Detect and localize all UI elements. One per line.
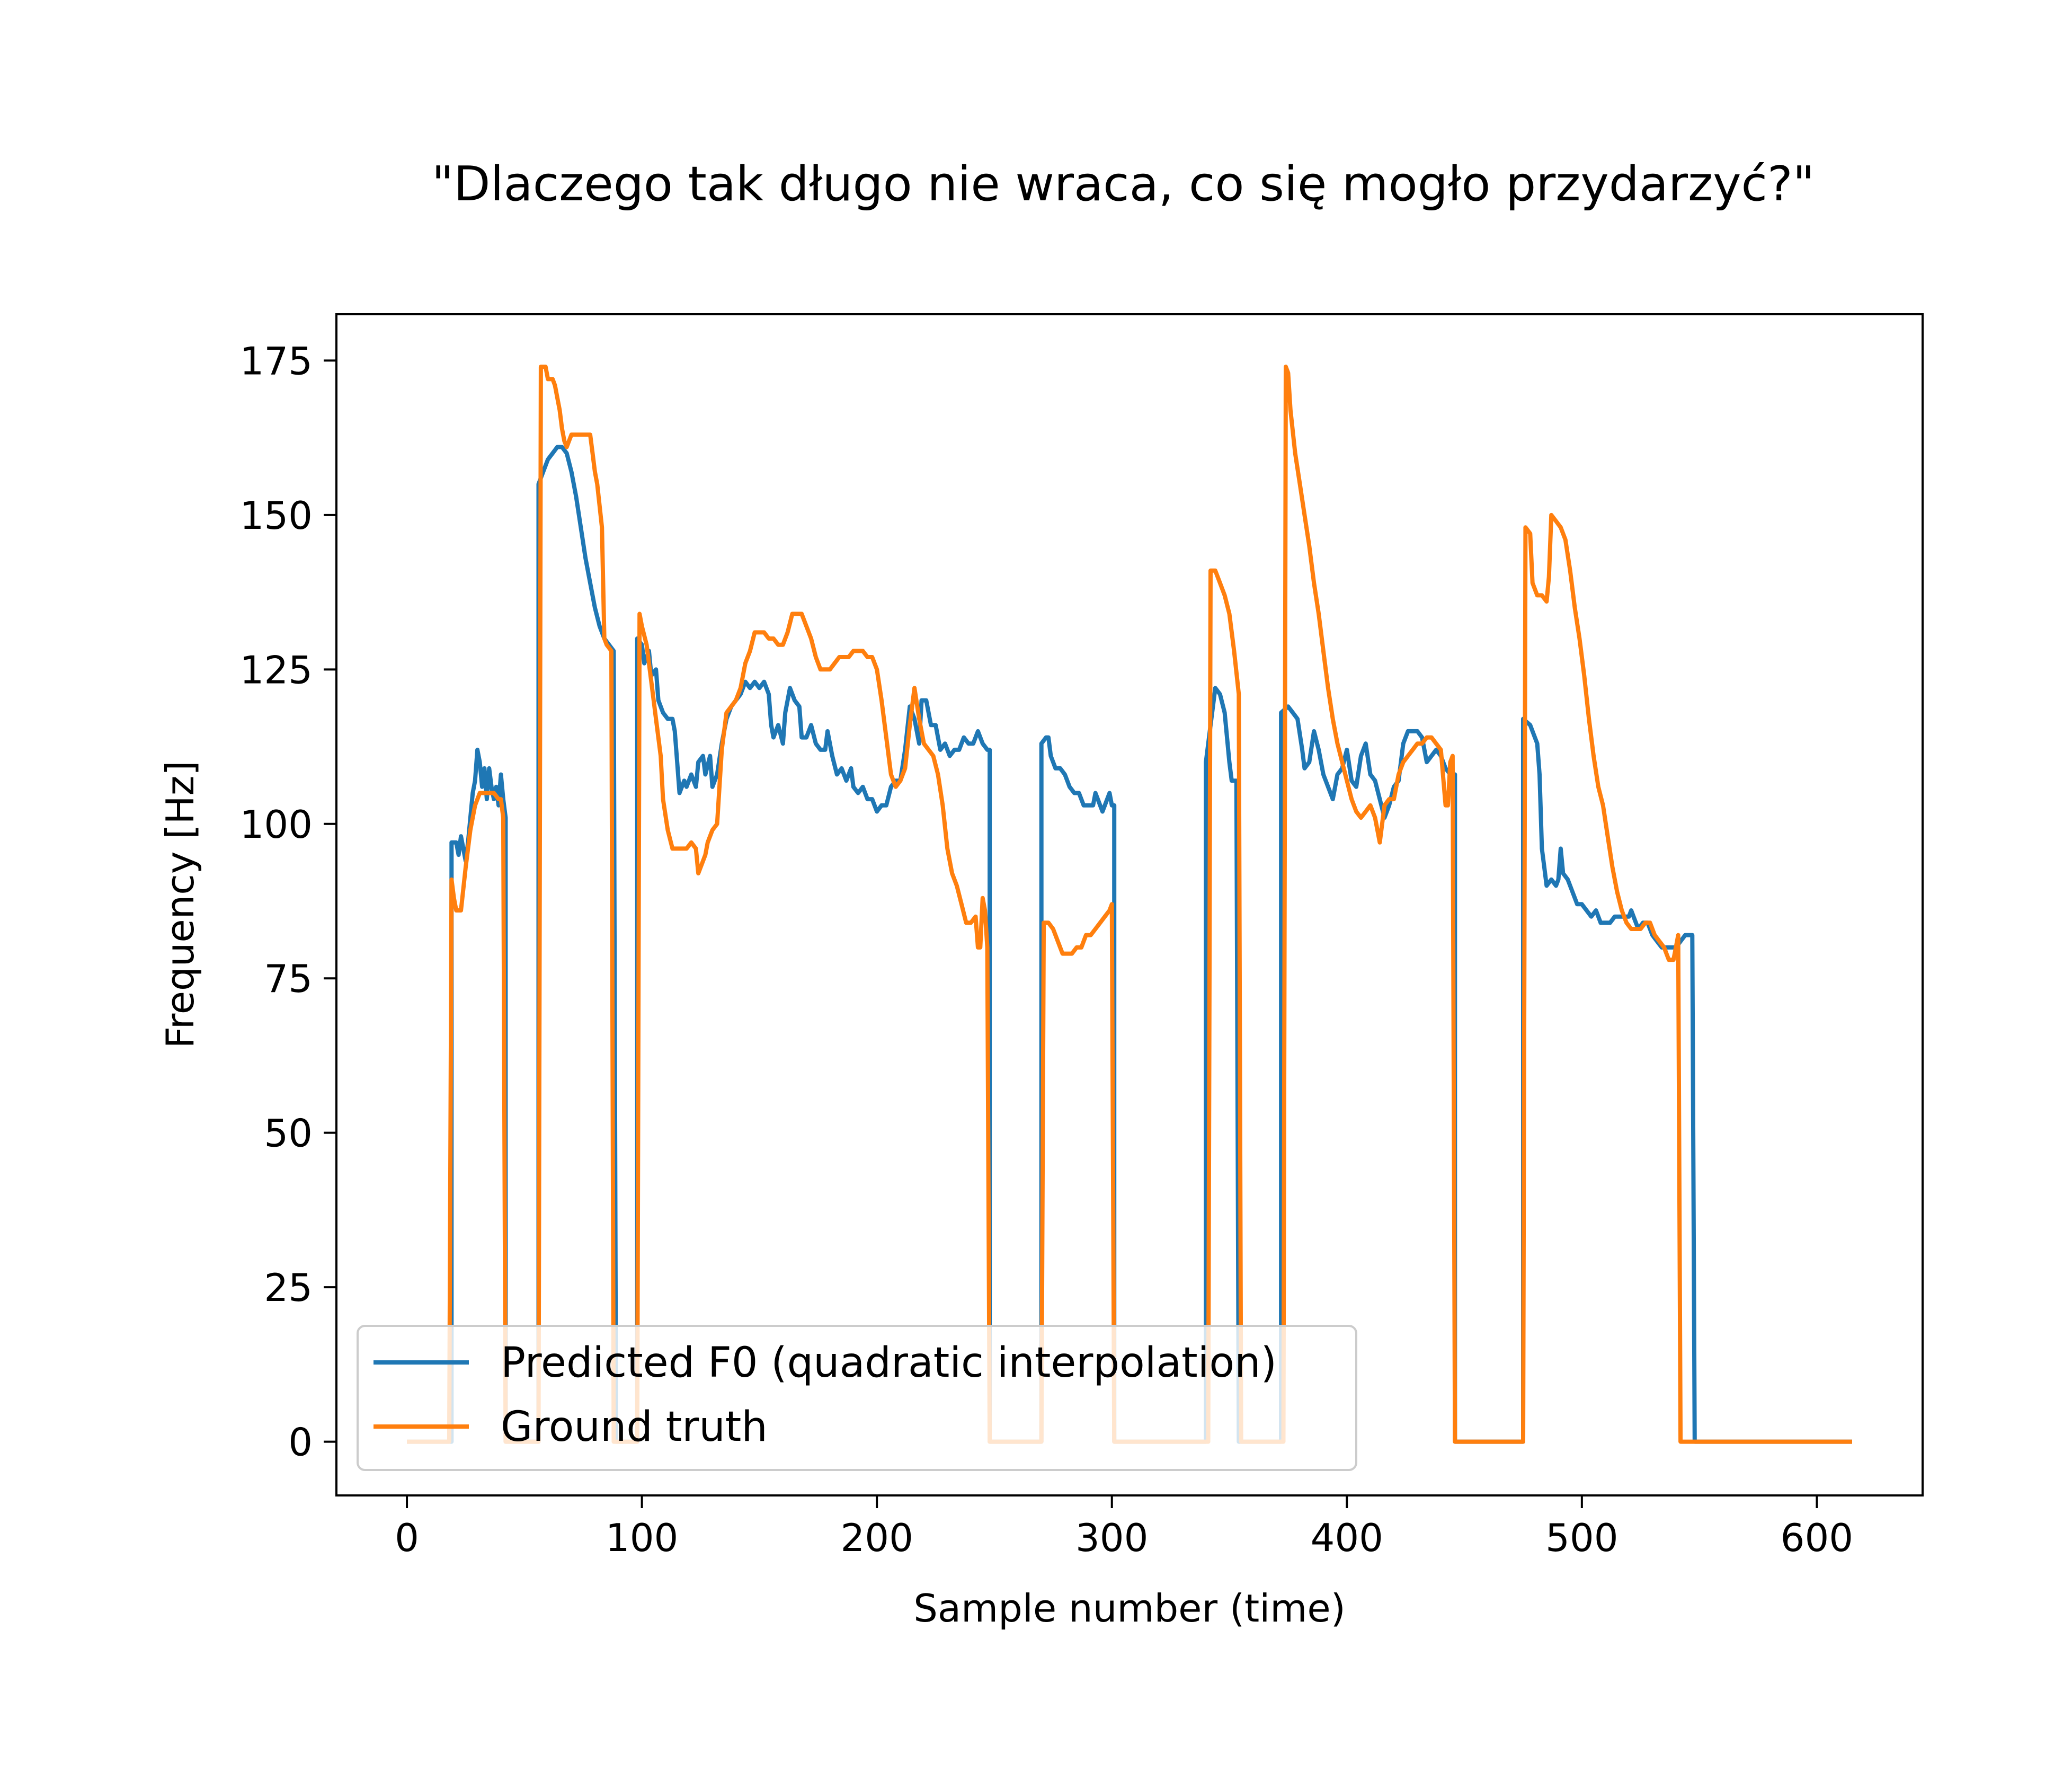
x-axis-label: Sample number (time) — [913, 1586, 1346, 1631]
x-tick-label: 200 — [840, 1516, 913, 1560]
legend-label-predicted: Predicted F0 (quadratic interpolation) — [501, 1339, 1277, 1387]
y-tick-label: 25 — [264, 1265, 313, 1310]
y-tick-label: 125 — [240, 648, 313, 692]
x-tick-label: 500 — [1545, 1516, 1618, 1560]
y-axis-ticks: 0 25 50 75 100 125 150 175 — [240, 339, 336, 1465]
x-tick-label: 100 — [606, 1516, 678, 1560]
y-tick-label: 75 — [264, 957, 313, 1001]
legend: Predicted F0 (quadratic interpolation) G… — [357, 1325, 1357, 1471]
y-tick-label: 0 — [288, 1420, 313, 1465]
y-tick-label: 175 — [240, 339, 313, 383]
series-line-1 — [407, 365, 1852, 1444]
y-axis-label: Frequency [Hz] — [158, 761, 202, 1049]
x-tick-label: 300 — [1075, 1516, 1148, 1560]
y-tick-label: 50 — [264, 1111, 313, 1156]
x-axis-ticks: 0 100 200 300 400 500 600 — [395, 1495, 1853, 1560]
chart-title: "Dlaczego tak długo nie wraca, co się mo… — [432, 156, 1815, 212]
legend-label-ground-truth: Ground truth — [501, 1403, 768, 1451]
axes-frame — [335, 313, 1924, 1496]
x-tick-label: 400 — [1311, 1516, 1383, 1560]
legend-box — [357, 1325, 1357, 1471]
x-tick-label: 0 — [395, 1516, 419, 1560]
y-tick-label: 100 — [240, 802, 313, 847]
plot-lines — [407, 365, 1852, 1444]
y-tick-label: 150 — [240, 493, 313, 538]
x-tick-label: 600 — [1781, 1516, 1853, 1560]
